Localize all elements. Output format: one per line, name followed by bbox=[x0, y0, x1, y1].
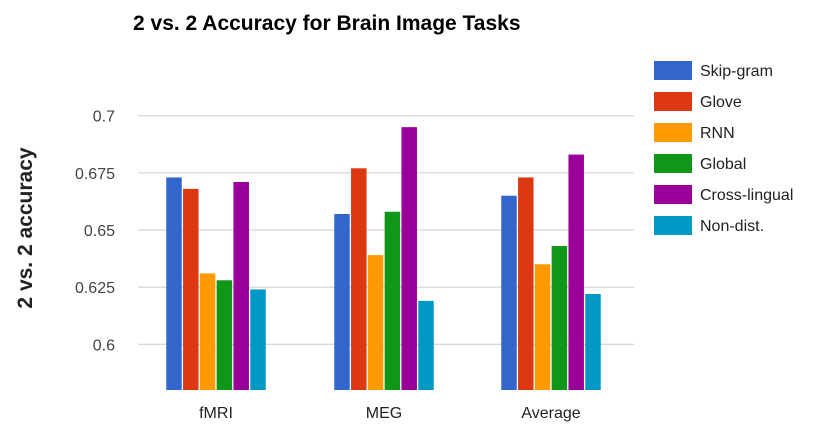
legend-swatch bbox=[654, 185, 692, 204]
legend-label: Glove bbox=[700, 94, 742, 111]
bar-non-dist--meg bbox=[418, 300, 434, 390]
legend-label: Non-dist. bbox=[700, 218, 764, 235]
legend-label: Skip-gram bbox=[700, 63, 773, 80]
legend-swatch bbox=[654, 216, 692, 235]
bar-non-dist--average bbox=[585, 294, 601, 390]
bar-global-fmri bbox=[216, 280, 233, 390]
legend-label: RNN bbox=[700, 125, 735, 142]
x-axis-categories: fMRI MEG Average bbox=[199, 405, 581, 422]
y-tick-label: 0.7 bbox=[93, 109, 115, 126]
legend-label: Global bbox=[700, 156, 746, 173]
y-tick-label: 0.6 bbox=[93, 337, 115, 354]
bar-glove-fmri bbox=[183, 188, 199, 390]
bar-rnn-fmri bbox=[199, 273, 216, 390]
y-tick-label: 0.675 bbox=[75, 166, 115, 183]
bars bbox=[166, 127, 601, 391]
bar-skip-gram-meg bbox=[334, 214, 350, 390]
bar-skip-gram-fmri bbox=[166, 177, 182, 390]
x-category-label: fMRI bbox=[199, 405, 233, 422]
legend-swatch bbox=[654, 92, 692, 111]
bar-glove-meg bbox=[351, 168, 367, 390]
bar-skip-gram-average bbox=[501, 195, 517, 390]
legend: Skip-gram Glove RNN Global Cross-lingual Non-… bbox=[654, 61, 793, 235]
y-tick-label: 0.625 bbox=[75, 280, 115, 297]
legend-swatch bbox=[654, 154, 692, 173]
bar-non-dist--fmri bbox=[250, 289, 266, 390]
legend-swatch bbox=[654, 61, 692, 80]
bar-glove-average bbox=[518, 177, 534, 390]
bar-cross-lingual-fmri bbox=[233, 182, 249, 390]
bar-rnn-meg bbox=[367, 255, 384, 390]
chart-title: 2 vs. 2 Accuracy for Brain Image Tasks bbox=[133, 12, 521, 35]
x-category-label: Average bbox=[521, 405, 580, 422]
bar-cross-lingual-average bbox=[568, 154, 584, 390]
bar-global-meg bbox=[384, 211, 401, 390]
legend-label: Cross-lingual bbox=[700, 187, 793, 204]
y-tick-label: 0.65 bbox=[84, 223, 115, 240]
bar-global-average bbox=[551, 246, 568, 390]
bar-rnn-average bbox=[534, 264, 551, 390]
bar-cross-lingual-meg bbox=[401, 127, 417, 391]
y-axis-label: 2 vs. 2 accuracy bbox=[14, 147, 37, 308]
x-category-label: MEG bbox=[366, 405, 402, 422]
y-axis-ticks: 0.6 0.625 0.65 0.675 0.7 bbox=[75, 109, 115, 355]
legend-swatch bbox=[654, 123, 692, 142]
